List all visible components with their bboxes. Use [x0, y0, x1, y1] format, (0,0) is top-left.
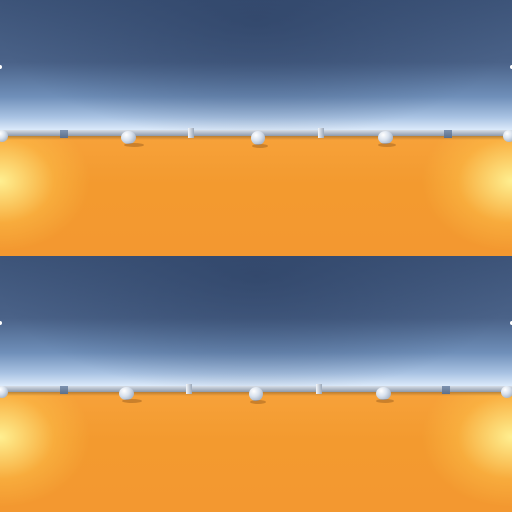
post-object [316, 384, 322, 394]
sky [0, 0, 512, 138]
object-shadow [250, 400, 266, 404]
cube-object [444, 130, 452, 138]
ground [0, 392, 512, 512]
object-shadow [122, 399, 142, 403]
edge-marker-right [510, 321, 512, 325]
sphere-object [501, 386, 512, 398]
object-shadow [252, 144, 268, 148]
sphere-object [503, 130, 512, 142]
edge-marker-left [0, 321, 2, 325]
post-object [318, 128, 324, 138]
game-viewport-top [0, 0, 512, 256]
sphere-object [376, 387, 391, 400]
sphere-object [119, 387, 134, 400]
sphere-object [251, 131, 265, 145]
ground [0, 136, 512, 256]
sphere-object [378, 131, 393, 144]
sphere-object [0, 130, 8, 142]
cube-object [60, 386, 68, 394]
object-shadow [376, 399, 394, 403]
sphere-object [121, 131, 136, 144]
sky [0, 256, 512, 394]
post-object [186, 384, 192, 394]
game-viewport-bottom [0, 256, 512, 512]
edge-marker-right [510, 65, 512, 69]
sphere-object [0, 386, 8, 398]
sphere-object [249, 387, 263, 401]
edge-marker-left [0, 65, 2, 69]
cube-object [60, 130, 68, 138]
post-object [188, 128, 194, 138]
cube-object [442, 386, 450, 394]
object-shadow [124, 143, 144, 147]
object-shadow [378, 143, 396, 147]
